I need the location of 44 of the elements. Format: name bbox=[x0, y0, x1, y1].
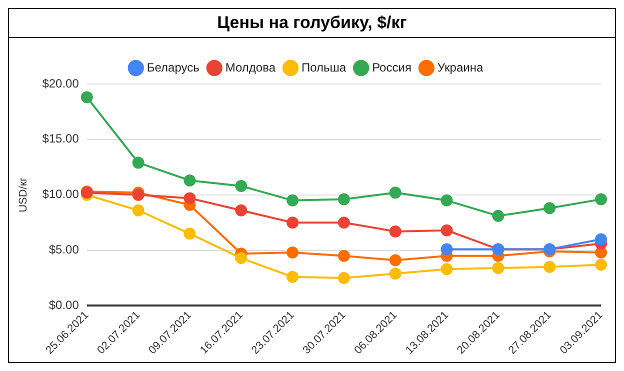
y-tick-label: $0.00 bbox=[48, 298, 80, 312]
point bbox=[184, 228, 196, 240]
legend-label: Украина bbox=[437, 60, 484, 74]
legend-label: Молдова bbox=[225, 60, 276, 74]
point bbox=[235, 180, 248, 192]
point bbox=[544, 260, 556, 273]
point bbox=[595, 193, 607, 206]
point bbox=[80, 91, 93, 104]
legend-label: Польша bbox=[301, 60, 346, 74]
y-tick-label: $15.00 bbox=[42, 132, 80, 146]
point bbox=[492, 210, 504, 222]
point bbox=[184, 192, 196, 204]
point bbox=[184, 174, 196, 186]
point bbox=[440, 263, 453, 276]
point bbox=[286, 270, 299, 283]
point bbox=[492, 262, 504, 274]
point bbox=[235, 252, 248, 264]
point bbox=[286, 246, 299, 259]
y-tick-label: $5.00 bbox=[48, 242, 80, 257]
point bbox=[389, 254, 402, 266]
point bbox=[132, 204, 144, 216]
point bbox=[595, 233, 607, 246]
point bbox=[389, 225, 402, 238]
legend-label: Россия bbox=[372, 60, 412, 74]
point bbox=[235, 204, 248, 216]
point bbox=[338, 250, 350, 262]
y-tick-label: $10.00 bbox=[42, 187, 80, 202]
legend-label: Беларусь bbox=[146, 60, 200, 74]
point bbox=[132, 156, 144, 169]
point bbox=[338, 216, 350, 229]
point bbox=[440, 224, 453, 236]
chart-title: Цены на голубику, $/кг bbox=[9, 9, 615, 38]
point bbox=[389, 268, 402, 280]
point bbox=[544, 202, 556, 214]
point bbox=[595, 258, 607, 271]
point bbox=[286, 216, 299, 229]
point bbox=[286, 194, 299, 206]
y-axis-title: USD/кг bbox=[18, 177, 30, 212]
point bbox=[440, 243, 453, 256]
y-tick-label: $20.00 bbox=[42, 76, 80, 90]
point bbox=[389, 186, 402, 199]
point bbox=[440, 194, 453, 206]
point bbox=[338, 193, 350, 206]
point bbox=[338, 272, 350, 284]
